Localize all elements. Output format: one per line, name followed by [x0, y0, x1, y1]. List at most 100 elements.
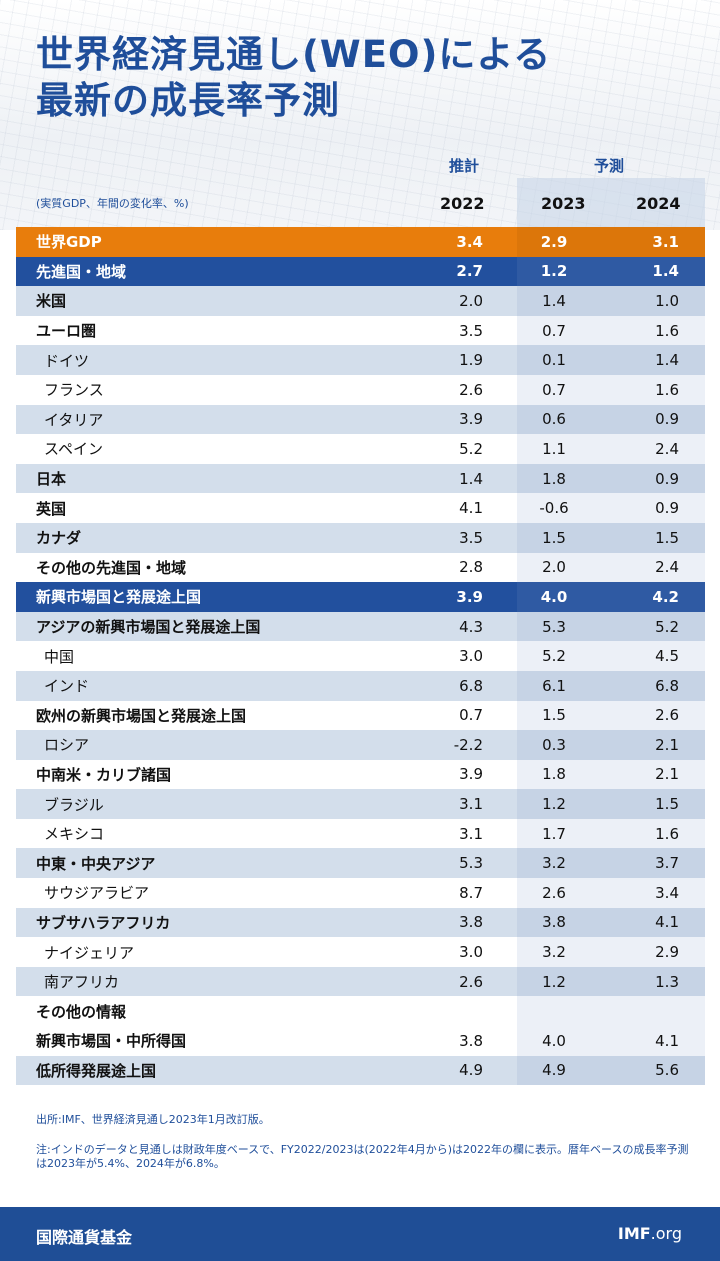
year-2023: 2023 [541, 194, 586, 213]
forecast-shade [517, 227, 705, 257]
value-2024: 5.6 [655, 1061, 679, 1080]
footnote: 注:インドのデータと見通しは財政年度ベースで、FY2022/2023は(2022… [36, 1143, 689, 1170]
value-2024: 3.7 [655, 854, 679, 873]
value-2022: 1.4 [459, 469, 483, 488]
value-2024: 6.8 [655, 676, 679, 695]
footer-bar: 国際通貨基金 IMF.org [0, 1207, 720, 1261]
forecast-shade [517, 641, 705, 671]
forecast-shade [517, 522, 705, 553]
site-rest: .org [650, 1224, 682, 1243]
forecast-header: 予測 [594, 157, 625, 175]
value-2023: 1.1 [542, 439, 566, 458]
value-2023: 3.8 [542, 913, 566, 932]
table-row: ロシア -2.2 0.3 2.1 [16, 730, 705, 760]
value-2023: 1.5 [542, 528, 566, 547]
value-2022: 3.4 [456, 232, 483, 251]
year-2024: 2024 [636, 194, 681, 213]
value-2023: 4.9 [542, 1061, 566, 1080]
table-row: 先進国・地域 2.7 1.2 1.4 [16, 256, 705, 287]
table-row: サウジアラビア 8.7 2.6 3.4 [16, 878, 705, 908]
row-label: 新興市場国と発展途上国 [36, 588, 202, 607]
forecast-shade [517, 1055, 705, 1086]
table-row: アジアの新興市場国と発展途上国 4.3 5.3 5.2 [16, 611, 705, 642]
value-2024: 4.1 [655, 1031, 679, 1050]
table-row: 新興市場国と発展途上国 3.9 4.0 4.2 [16, 582, 705, 612]
value-2024: 4.2 [652, 587, 679, 606]
value-2022: 1.9 [459, 351, 483, 370]
forecast-shade [517, 374, 705, 405]
row-label: その他の情報 [36, 1002, 127, 1021]
value-2022: 3.5 [459, 528, 483, 547]
value-2023: 0.6 [542, 410, 566, 429]
site-bold: IMF [617, 1224, 651, 1243]
forecast-shade [517, 582, 705, 612]
value-2024: 2.4 [655, 439, 679, 458]
value-2023: 6.1 [542, 676, 566, 695]
row-label: アジアの新興市場国と発展途上国 [36, 618, 261, 637]
imf-link[interactable]: IMF.org [618, 1224, 682, 1243]
row-label: 中南米・カリブ諸国 [36, 765, 172, 784]
row-label: イタリア [44, 410, 104, 429]
table-row: 中東・中央アジア 5.3 3.2 3.7 [16, 848, 705, 879]
forecast-shade [517, 1026, 705, 1056]
forecast-shade [517, 345, 705, 375]
row-label: 米国 [36, 292, 67, 311]
table-row: 中国 3.0 5.2 4.5 [16, 641, 705, 671]
table-row: 世界GDP 3.4 2.9 3.1 [16, 227, 705, 257]
forecast-shade [517, 907, 705, 938]
value-2023: 1.2 [542, 795, 566, 814]
value-2024: 1.4 [652, 262, 679, 281]
row-label: 欧州の新興市場国と発展途上国 [36, 706, 247, 725]
table-row: 欧州の新興市場国と発展途上国 0.7 1.5 2.6 [16, 700, 705, 731]
row-label: その他の先進国・地域 [36, 558, 187, 577]
value-2024: 1.5 [655, 528, 679, 547]
value-2024: 4.5 [655, 647, 679, 666]
table-row: イタリア 3.9 0.6 0.9 [16, 404, 705, 435]
value-2022: 3.8 [459, 913, 483, 932]
value-2022: 3.9 [459, 410, 483, 429]
value-2024: 1.0 [655, 291, 679, 310]
value-2023: 3.2 [542, 854, 566, 873]
forecast-shade [517, 937, 705, 967]
value-2024: 5.2 [655, 617, 679, 636]
row-label: ブラジル [44, 795, 104, 814]
table-row: インド 6.8 6.1 6.8 [16, 670, 705, 701]
row-label: 世界GDP [36, 233, 102, 252]
value-2022: 3.5 [459, 321, 483, 340]
forecast-shade [517, 256, 705, 287]
table-row: スペイン 5.2 1.1 2.4 [16, 434, 705, 464]
forecast-shade [517, 848, 705, 879]
value-2023: 0.7 [542, 321, 566, 340]
forecast-shade [517, 966, 705, 997]
value-2023: 0.7 [542, 380, 566, 399]
value-2023: 2.9 [540, 232, 568, 251]
forecast-shade [517, 996, 705, 1027]
forecast-shade [517, 789, 705, 819]
value-2022: -2.2 [453, 735, 483, 754]
table-row: ナイジェリア 3.0 3.2 2.9 [16, 937, 705, 967]
table-row: 新興市場国・中所得国 3.8 4.0 4.1 [16, 1026, 705, 1056]
value-2022: 0.7 [459, 706, 483, 725]
title-line-2: 最新の成長率予測 [36, 79, 340, 122]
row-label: カナダ [36, 529, 82, 548]
table-row: メキシコ 3.1 1.7 1.6 [16, 818, 705, 849]
value-2024: 0.9 [655, 410, 679, 429]
value-2024: 1.6 [655, 380, 679, 399]
table-row: ユーロ圏 3.5 0.7 1.6 [16, 315, 705, 346]
value-2023: 0.1 [542, 351, 566, 370]
value-2024: 1.6 [655, 321, 679, 340]
value-2024: 1.6 [655, 824, 679, 843]
table-row: カナダ 3.5 1.5 1.5 [16, 522, 705, 553]
value-2023: 1.2 [540, 262, 568, 281]
forecast-shade [517, 315, 705, 346]
value-2023: 2.0 [542, 558, 566, 577]
row-label: ユーロ圏 [36, 322, 97, 341]
value-2023: -0.6 [539, 499, 569, 518]
org-name: 国際通貨基金 [36, 1228, 133, 1247]
row-label: サウジアラビア [44, 884, 150, 903]
value-2022: 8.7 [459, 883, 483, 902]
row-label: 低所得発展途上国 [36, 1061, 157, 1080]
value-2023: 2.6 [542, 883, 566, 902]
value-2022: 2.0 [459, 291, 483, 310]
value-2022: 4.9 [459, 1061, 483, 1080]
